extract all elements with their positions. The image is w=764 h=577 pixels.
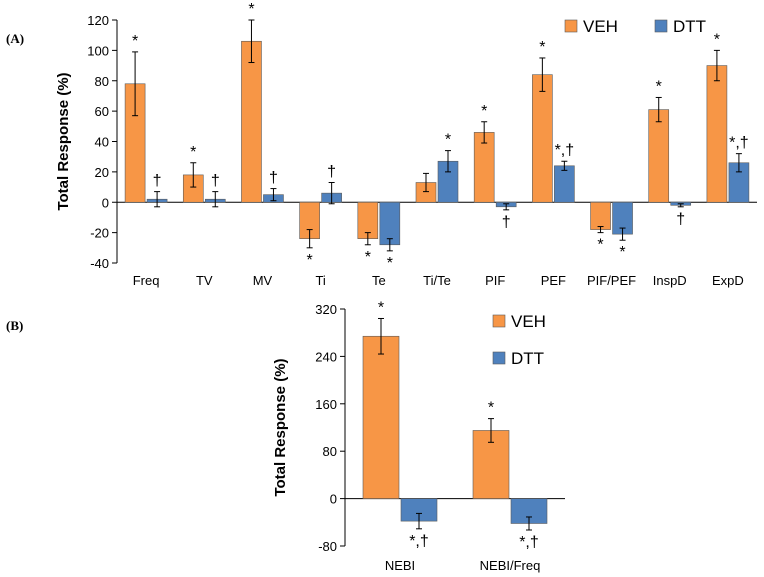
significance-label: * <box>714 31 720 48</box>
bar-veh <box>362 335 400 499</box>
y-tick-label: -40 <box>90 256 109 271</box>
significance-label: * <box>656 78 662 95</box>
significance-label: *,† <box>555 142 575 159</box>
significance-label: * <box>365 249 371 266</box>
bar-veh <box>241 40 262 203</box>
legend-swatch-dtt <box>654 19 668 33</box>
y-tick-label: 40 <box>95 135 109 150</box>
y-tick-label: 0 <box>102 195 109 210</box>
y-tick-label: 80 <box>323 444 337 459</box>
y-tick-label: 160 <box>315 397 337 412</box>
y-tick-label: 100 <box>87 43 109 58</box>
legend-swatch-veh <box>492 314 506 328</box>
significance-label: * <box>481 103 487 120</box>
legend-swatch-dtt <box>492 351 506 365</box>
x-tick-label: PEF <box>541 273 566 288</box>
bar-dtt <box>554 165 575 203</box>
x-tick-label: TV <box>196 273 213 288</box>
legend-label-veh: VEH <box>511 312 546 331</box>
bar-veh <box>590 201 611 230</box>
bar-veh <box>706 65 728 203</box>
significance-label: * <box>619 244 625 261</box>
significance-label: * <box>597 237 603 254</box>
significance-label: † <box>269 170 278 187</box>
significance-label: * <box>539 39 545 56</box>
x-tick-label: Freq <box>133 273 160 288</box>
x-tick-label: NEBI/Freq <box>480 558 541 573</box>
y-tick-label: 120 <box>87 13 109 28</box>
significance-label: * <box>445 132 451 149</box>
chart-b: -80 0 80 160 240 320 Total Response (%) NEBI * *,… <box>272 299 565 573</box>
x-tick-label: NEBI <box>385 558 415 573</box>
significance-label: * <box>248 1 254 18</box>
legend-label-dtt: DTT <box>673 17 706 36</box>
y-axis-label: Total Response (%) <box>272 358 289 496</box>
significance-label: † <box>327 164 336 181</box>
significance-label: † <box>676 211 685 228</box>
panel-label-b: (B) <box>6 318 23 333</box>
x-tick-label: Ti/Te <box>423 273 451 288</box>
y-tick-label: 0 <box>330 492 337 507</box>
significance-label: † <box>153 173 162 190</box>
significance-label: * <box>307 252 313 269</box>
significance-label: *,† <box>729 135 749 152</box>
significance-label: * <box>387 255 393 272</box>
x-tick-label: MV <box>253 273 273 288</box>
bar-veh <box>648 109 670 203</box>
x-tick-label: PIF/PEF <box>587 273 636 288</box>
significance-label: * <box>132 33 138 50</box>
y-tick-label: -20 <box>90 226 109 241</box>
significance-label: * <box>488 400 494 417</box>
y-tick-label: -80 <box>318 539 337 554</box>
x-tick-label: Ti <box>315 273 325 288</box>
y-tick-label: 320 <box>315 302 337 317</box>
significance-label: *,† <box>519 534 539 551</box>
panel-label-a: (A) <box>6 31 24 46</box>
significance-label: *,† <box>409 533 429 550</box>
x-tick-label: PIF <box>485 273 505 288</box>
significance-label: † <box>502 214 511 231</box>
significance-label: * <box>190 144 196 161</box>
chart-a: -40 -20 0 20 40 60 80 100 120 Total Response (%) F… <box>55 1 757 288</box>
y-axis-label: Total Response (%) <box>55 72 72 210</box>
significance-label: † <box>211 173 220 190</box>
y-tick-label: 20 <box>95 165 109 180</box>
y-tick-label: 80 <box>95 74 109 89</box>
bar-veh <box>532 74 553 203</box>
legend-swatch-veh <box>564 19 578 33</box>
significance-label: * <box>378 299 384 316</box>
y-tick-label: 60 <box>95 104 109 119</box>
legend-label-dtt: DTT <box>511 349 544 368</box>
x-tick-label: InspD <box>653 273 687 288</box>
legend-label-veh: VEH <box>583 17 618 36</box>
x-tick-label: Te <box>372 273 386 288</box>
x-tick-label: ExpD <box>712 273 744 288</box>
y-tick-label: 240 <box>315 349 337 364</box>
